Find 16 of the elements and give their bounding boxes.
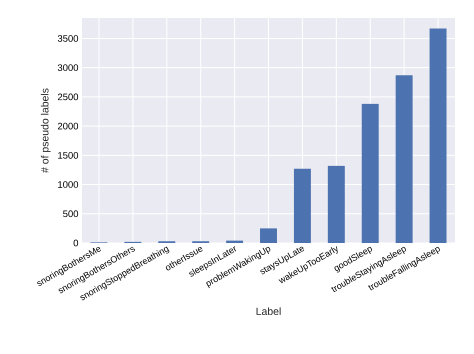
y-tick-label: 500 (63, 210, 78, 218)
bar (362, 104, 379, 243)
y-tick-label: 2500 (58, 94, 78, 100)
y-tick-label: 2000 (58, 122, 78, 130)
bar (430, 28, 447, 243)
y-tick-label: 3500 (58, 35, 78, 42)
bar (328, 166, 345, 243)
y-tick-label: 1500 (58, 152, 78, 159)
y-tick-label: 3000 (58, 64, 78, 72)
y-tick-label: 1000 (58, 181, 78, 188)
bar (396, 75, 413, 243)
x-axis-title: Label (256, 307, 281, 316)
bar (260, 228, 277, 243)
bar (294, 168, 311, 243)
y-tick-label: 0 (74, 240, 78, 246)
y-axis-title: # of pseudo labels (40, 88, 51, 173)
